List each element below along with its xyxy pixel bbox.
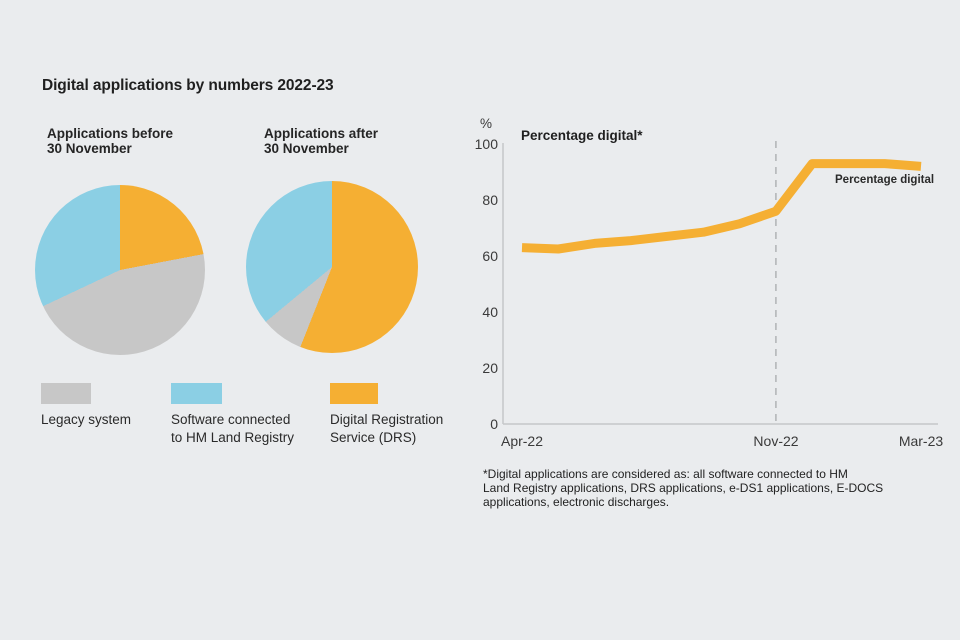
figure-title: Digital applications by numbers 2022-23 xyxy=(42,77,334,94)
y-tick-40: 40 xyxy=(482,304,498,320)
y-axis-unit-label: % xyxy=(480,116,493,131)
pie-after-title: Applications after 30 November xyxy=(264,126,378,156)
pie-before-title-line-2: 30 November xyxy=(47,141,132,156)
legend-label-legacy-system: Legacy system xyxy=(41,411,131,429)
legend-swatch-legacy-system xyxy=(41,383,91,404)
y-tick-0: 0 xyxy=(490,416,498,432)
footnote-line-3: applications, electronic discharges. xyxy=(483,494,670,509)
x-tick-apr-22: Apr-22 xyxy=(500,433,544,449)
pie-after-title-line-1: Applications after xyxy=(264,126,379,141)
line-chart-title: Percentage digital* xyxy=(521,128,643,143)
pie-before-title: Applications before 30 November xyxy=(47,126,173,156)
pie-chart-after-30-november xyxy=(246,181,418,353)
footnote-line-1: *Digital applications are considered as:… xyxy=(483,467,848,481)
legend-label-line: Software connected xyxy=(171,412,291,427)
y-tick-80: 80 xyxy=(482,192,498,208)
x-tick-nov-22: Nov-22 xyxy=(753,433,799,449)
pie-chart-before-30-november xyxy=(35,185,205,355)
footnote-line-2: Land Registry applications, DRS applicat… xyxy=(483,480,884,495)
y-tick-20: 20 xyxy=(482,360,498,376)
legend-label-software-connected: Software connected to HM Land Registry xyxy=(171,411,294,446)
trend-chart-svg xyxy=(502,141,938,425)
legend-swatch-software-connected xyxy=(171,383,222,404)
legend-swatch-drs xyxy=(330,383,378,404)
y-tick-100: 100 xyxy=(474,136,498,152)
x-tick-mar-23: Mar-23 xyxy=(898,433,944,449)
legend-label-line: Digital Registration xyxy=(330,412,444,427)
legend-label-line: Service (DRS) xyxy=(330,429,417,445)
series-label-percentage-digital: Percentage digital xyxy=(835,174,935,186)
percentage-digital-line xyxy=(521,159,922,254)
legend-label-line: to HM Land Registry xyxy=(171,429,295,445)
legend-label-drs: Digital Registration Service (DRS) xyxy=(330,411,443,446)
pie-after-title-line-2: 30 November xyxy=(264,141,349,156)
y-tick-60: 60 xyxy=(482,248,498,264)
footnote: *Digital applications are considered as:… xyxy=(483,467,884,509)
legend-label-line: Legacy system xyxy=(41,412,132,427)
pie-before-title-line-1: Applications before xyxy=(47,126,174,141)
